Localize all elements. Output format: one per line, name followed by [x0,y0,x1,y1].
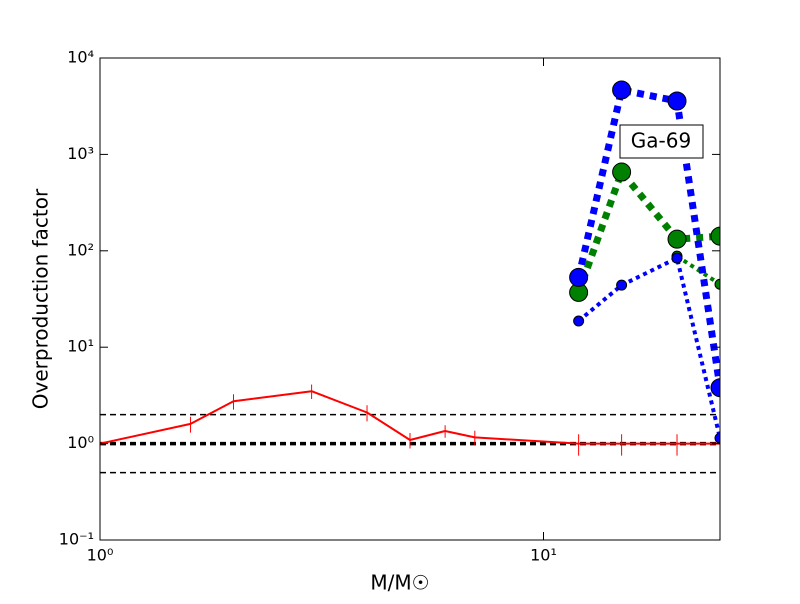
marker [667,229,687,249]
series-line [575,168,720,294]
y-tick-label: 10² [67,240,94,259]
marker [569,267,589,287]
marker [612,80,632,100]
y-tick-label: 10³ [67,144,94,163]
y-tick-label: 10⁻¹ [59,530,94,549]
plot-frame [99,57,721,541]
series-line [675,254,720,286]
x-axis-label: M/M☉ [370,571,429,595]
annotation: Ga-69 [631,129,691,153]
marker [667,91,687,111]
y-tick-label: 10⁴ [67,48,94,67]
plot-area [100,80,720,474]
annotation-box [619,124,704,159]
marker [573,315,585,327]
series-line [100,390,720,445]
marker [612,162,632,182]
series-line [577,256,720,439]
x-tick-label: 10⁰ [87,546,114,565]
y-tick-label: 10⁰ [67,433,94,452]
marker [616,279,628,291]
y-tick-label: 10¹ [67,337,94,356]
marker [710,378,720,398]
marker [710,226,720,246]
x-tick-label: 10¹ [530,546,557,565]
marker [714,278,720,290]
marker [671,252,683,264]
y-axis-label: Overproduction factor [29,188,53,409]
series-line [575,86,720,389]
marker [714,432,720,444]
